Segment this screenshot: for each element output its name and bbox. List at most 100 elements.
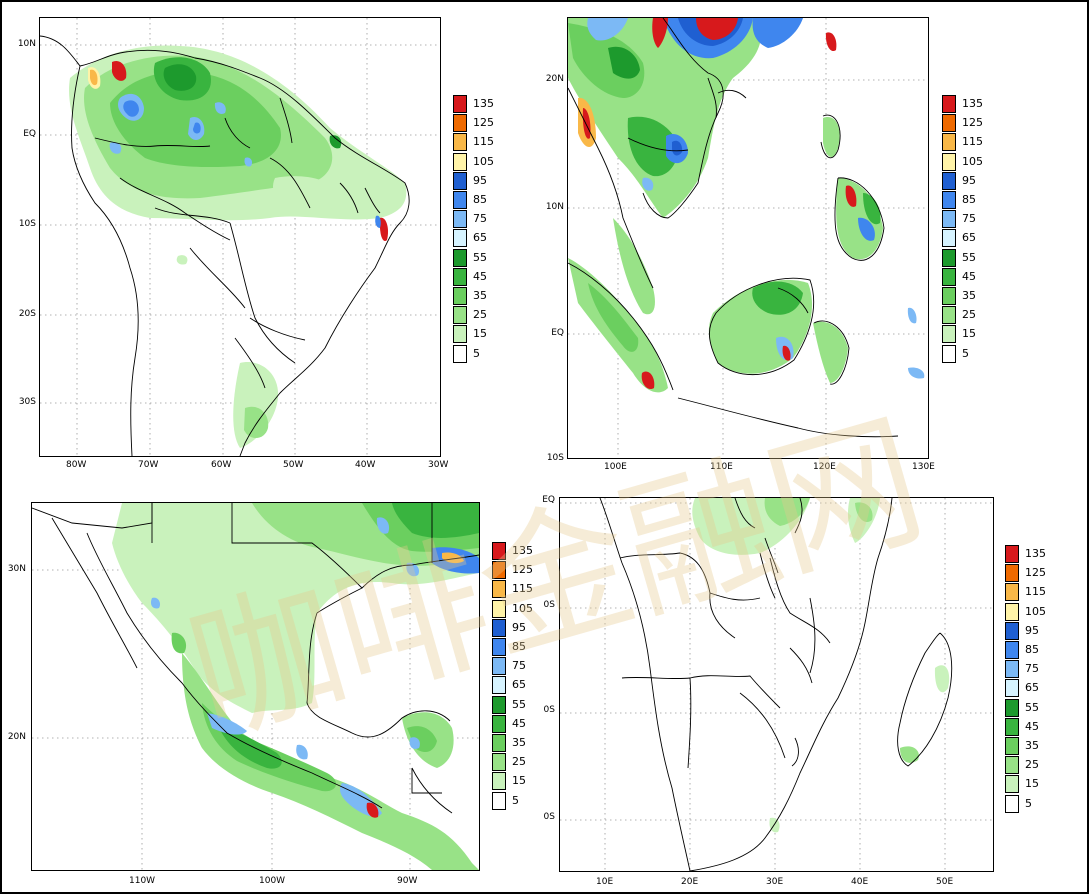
colorbar-label: 5 bbox=[1025, 796, 1032, 810]
colorbar-label: 55 bbox=[1025, 700, 1039, 714]
colorbar-swatch bbox=[453, 306, 467, 325]
p2-ytick: EQ bbox=[551, 328, 564, 338]
colorbar-label: 35 bbox=[1025, 739, 1039, 752]
colorbar-label: 105 bbox=[962, 154, 983, 168]
map-south-america bbox=[39, 17, 441, 457]
colorbar-label: 75 bbox=[1025, 662, 1039, 676]
colorbar-label: 15 bbox=[473, 327, 487, 341]
p4-ytick: 0S bbox=[543, 600, 555, 610]
colorbar-swatch bbox=[453, 152, 467, 171]
colorbar-label: 75 bbox=[473, 212, 487, 226]
colorbar-label: 115 bbox=[512, 582, 533, 596]
p1-ytick: EQ bbox=[23, 129, 36, 139]
colorbar-swatch bbox=[1005, 545, 1019, 563]
p1-ytick: 20S bbox=[18, 309, 36, 319]
colorbar-label: 75 bbox=[962, 212, 976, 226]
p4-xtick: 30E bbox=[766, 877, 784, 887]
colorbar-swatch bbox=[453, 325, 467, 344]
colorbar-label: 65 bbox=[1025, 681, 1039, 695]
p4-xtick: 50E bbox=[936, 877, 954, 887]
p1-xtick: 60W bbox=[211, 460, 232, 470]
colorbar-swatch bbox=[942, 248, 956, 267]
colorbar-swatch bbox=[492, 753, 506, 772]
colorbar-label: 135 bbox=[962, 97, 983, 110]
colorbar-swatch bbox=[453, 133, 467, 152]
p2-ytick: 10S bbox=[546, 453, 564, 463]
colorbar-label: 35 bbox=[512, 736, 526, 749]
colorbar-label: 55 bbox=[962, 250, 976, 264]
p1-xtick: 30W bbox=[428, 460, 449, 470]
colorbar-swatch bbox=[492, 618, 506, 637]
colorbar-label: 15 bbox=[962, 327, 976, 341]
colorbar-swatch bbox=[1005, 794, 1019, 813]
colorbar-label: 125 bbox=[962, 116, 983, 130]
p3-ytick: 30N bbox=[7, 564, 26, 574]
colorbar-swatch bbox=[1005, 698, 1019, 717]
colorbar-swatch bbox=[492, 772, 506, 791]
p3-xtick: 100W bbox=[259, 876, 286, 886]
colorbar-label: 25 bbox=[473, 308, 487, 322]
colorbar-swatch bbox=[453, 229, 467, 248]
colorbar-swatch bbox=[1005, 679, 1019, 698]
colorbar-label: 45 bbox=[962, 269, 976, 283]
colorbar-label: 85 bbox=[512, 640, 526, 653]
map-southeast-asia bbox=[567, 17, 929, 459]
colorbar-swatch bbox=[453, 267, 467, 286]
colorbar-label: 15 bbox=[1025, 777, 1039, 791]
colorbar-swatch bbox=[492, 676, 506, 695]
p1-xtick: 40W bbox=[355, 460, 376, 470]
p4-ytick: EQ bbox=[542, 495, 555, 505]
colorbar-swatch bbox=[453, 210, 467, 229]
map-southern-africa-canvas bbox=[560, 498, 993, 871]
colorbar-swatch bbox=[453, 95, 467, 113]
colorbar-swatch bbox=[942, 152, 956, 171]
colorbar-label: 85 bbox=[473, 193, 487, 206]
p4-ytick: 0S bbox=[543, 812, 555, 822]
colorbar-label: 125 bbox=[473, 116, 494, 130]
p2-ytick: 10N bbox=[545, 202, 564, 212]
colorbar-label: 95 bbox=[512, 620, 526, 634]
p1-ytick: 10S bbox=[18, 219, 36, 229]
colorbar-swatch bbox=[942, 114, 956, 133]
colorbar-swatch bbox=[492, 580, 506, 599]
colorbar-swatch bbox=[492, 599, 506, 618]
colorbar-swatch bbox=[492, 714, 506, 733]
colorbar-label: 35 bbox=[473, 289, 487, 302]
map-south-america-canvas bbox=[40, 18, 440, 456]
colorbar-label: 135 bbox=[512, 544, 533, 557]
colorbar-swatch bbox=[1005, 583, 1019, 602]
map-southeast-asia-canvas bbox=[568, 18, 928, 458]
colorbar-swatch bbox=[942, 287, 956, 305]
colorbar-label: 105 bbox=[512, 601, 533, 615]
colorbar-label: 115 bbox=[473, 135, 494, 149]
colorbar-label: 95 bbox=[962, 173, 976, 187]
colorbar-swatch bbox=[453, 191, 467, 209]
colorbar-swatch bbox=[942, 325, 956, 344]
map-southern-africa bbox=[559, 497, 994, 872]
colorbar-label: 85 bbox=[1025, 643, 1039, 656]
p4-xtick: 10E bbox=[596, 877, 614, 887]
colorbar-label: 45 bbox=[473, 269, 487, 283]
p2-xtick: 120E bbox=[813, 462, 836, 472]
colorbar-label: 105 bbox=[473, 154, 494, 168]
colorbar-label: 115 bbox=[962, 135, 983, 149]
colorbar-swatch bbox=[1005, 641, 1019, 659]
colorbar-label: 75 bbox=[512, 659, 526, 673]
colorbar-label: 95 bbox=[1025, 623, 1039, 637]
p3-xtick: 90W bbox=[397, 876, 418, 886]
colorbar-swatch bbox=[942, 267, 956, 286]
colorbar-label: 45 bbox=[512, 716, 526, 730]
map-mexico bbox=[31, 502, 480, 871]
colorbar-label: 65 bbox=[473, 231, 487, 245]
colorbar-label: 25 bbox=[962, 308, 976, 322]
colorbar-label: 115 bbox=[1025, 585, 1046, 599]
colorbar-swatch bbox=[942, 306, 956, 325]
p3-ytick: 20N bbox=[7, 732, 26, 742]
colorbar-swatch bbox=[1005, 564, 1019, 583]
colorbar-label: 135 bbox=[1025, 547, 1046, 560]
colorbar-label: 5 bbox=[512, 793, 519, 807]
colorbar-label: 25 bbox=[512, 755, 526, 769]
colorbar-swatch bbox=[942, 229, 956, 248]
colorbar-swatch bbox=[1005, 621, 1019, 640]
